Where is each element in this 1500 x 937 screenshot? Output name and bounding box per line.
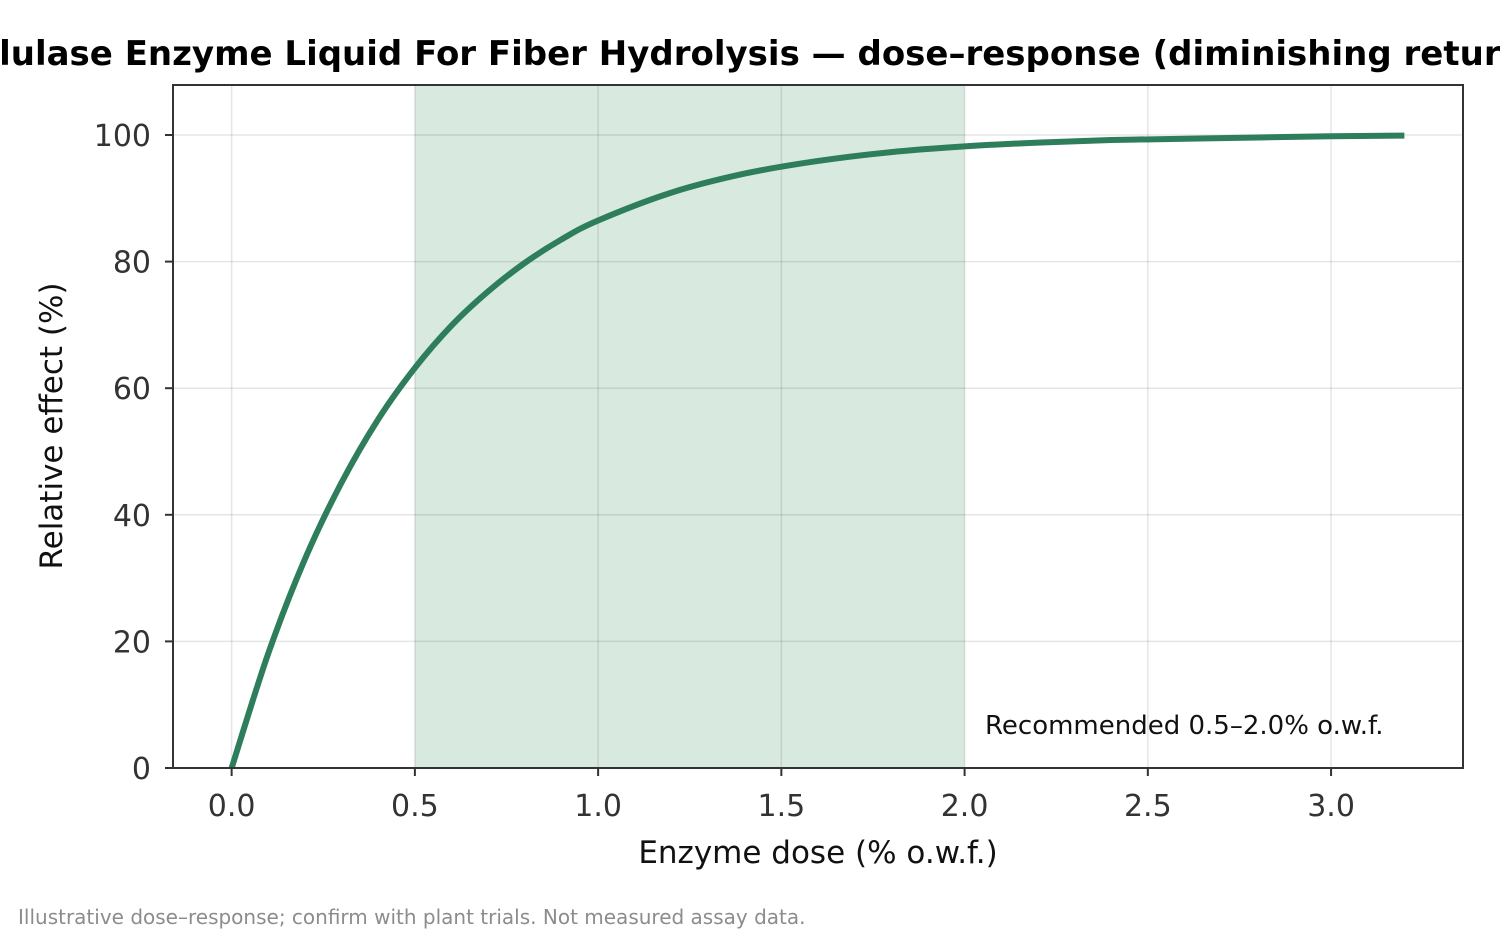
legend-label: Recommended 0.5–2.0% o.w.f. <box>985 711 1384 741</box>
y-tick-label: 60 <box>113 372 151 407</box>
y-tick-label: 100 <box>94 119 151 154</box>
x-axis-title: Enzyme dose (% o.w.f.) <box>638 835 997 871</box>
x-tick-label: 2.5 <box>1124 789 1172 824</box>
footnote: Illustrative dose–response; confirm with… <box>18 905 806 929</box>
x-tick-label: 1.5 <box>757 789 805 824</box>
y-tick-label: 20 <box>113 625 151 660</box>
recommended-band <box>414 85 965 768</box>
x-tick-label: 2.0 <box>941 789 989 824</box>
x-tick-label: 0.5 <box>391 789 439 824</box>
legend-swatch <box>904 714 962 735</box>
y-tick-label: 80 <box>113 246 151 281</box>
y-tick-label: 40 <box>113 499 151 534</box>
x-tick-label: 3.0 <box>1307 789 1355 824</box>
x-tick-label: 1.0 <box>574 789 622 824</box>
plot-frame <box>172 84 1464 769</box>
x-tick-label: 0.0 <box>208 789 256 824</box>
y-tick-label: 0 <box>132 752 151 787</box>
chart-title: Cellulase Enzyme Liquid For Fiber Hydrol… <box>0 34 1500 74</box>
legend: Recommended 0.5–2.0% o.w.f. <box>904 711 1384 741</box>
dose-response-line <box>228 132 1405 768</box>
y-axis-title: Relative effect (%) <box>34 282 70 569</box>
